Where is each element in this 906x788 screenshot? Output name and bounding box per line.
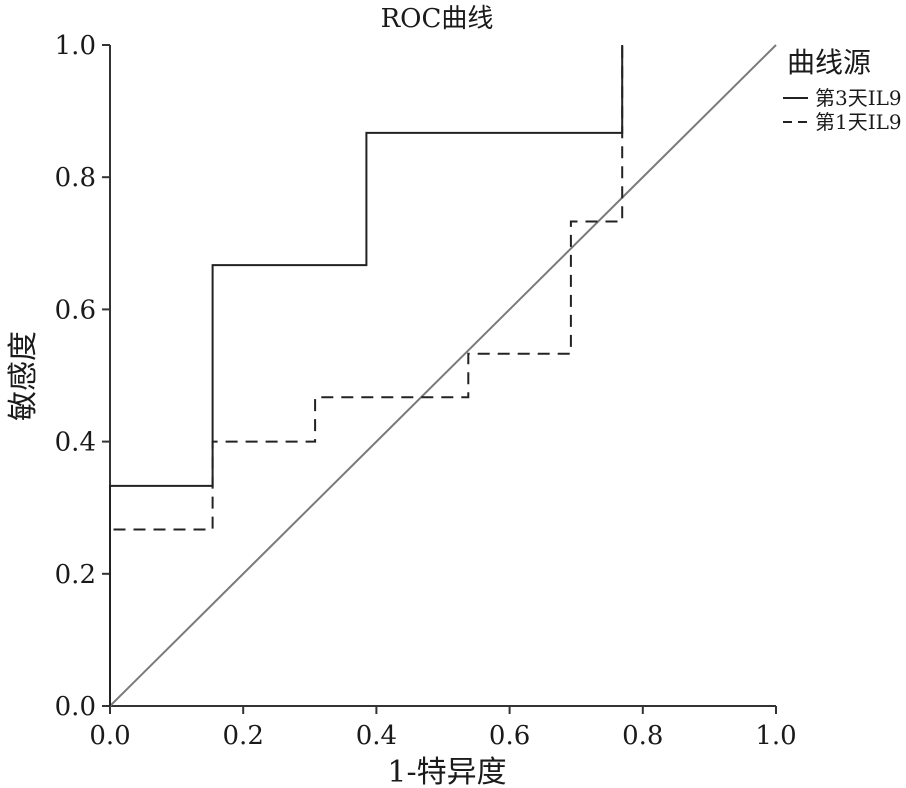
reference-diagonal-line [109, 44, 777, 707]
chart-title: ROC曲线 [381, 4, 494, 34]
legend-label: 第1天IL9 [815, 110, 902, 134]
x-axis-title: 1-特异度 [387, 755, 506, 788]
x-tick-label: 0.6 [489, 721, 530, 751]
y-tick-label: 0.6 [55, 295, 96, 325]
x-tick-label: 0.4 [356, 721, 397, 751]
y-tick-label: 0.4 [55, 428, 96, 458]
series-layer [109, 44, 777, 707]
y-tick-label: 0.2 [55, 560, 96, 590]
legend-label: 第3天IL9 [815, 86, 902, 110]
x-tick-label: 0.8 [622, 721, 663, 751]
series-line-day3-il9 [109, 45, 624, 706]
axes: 0.0 0.2 0.4 0.6 0.8 1.0 0.0 0.2 0.4 0.6 0.8 1.0 [55, 31, 797, 751]
x-tick-label: 0.2 [223, 721, 264, 751]
legend-title: 曲线源 [787, 46, 871, 79]
x-tick-label: 0.0 [89, 721, 130, 751]
y-tick-label: 1.0 [55, 31, 96, 61]
x-tick-label: 1.0 [755, 721, 796, 751]
y-tick-label: 0.8 [55, 163, 96, 193]
series-line-day1-il9 [109, 45, 624, 706]
y-tick-label: 0.0 [55, 692, 96, 722]
y-axis-title: 敏感度 [6, 331, 41, 421]
